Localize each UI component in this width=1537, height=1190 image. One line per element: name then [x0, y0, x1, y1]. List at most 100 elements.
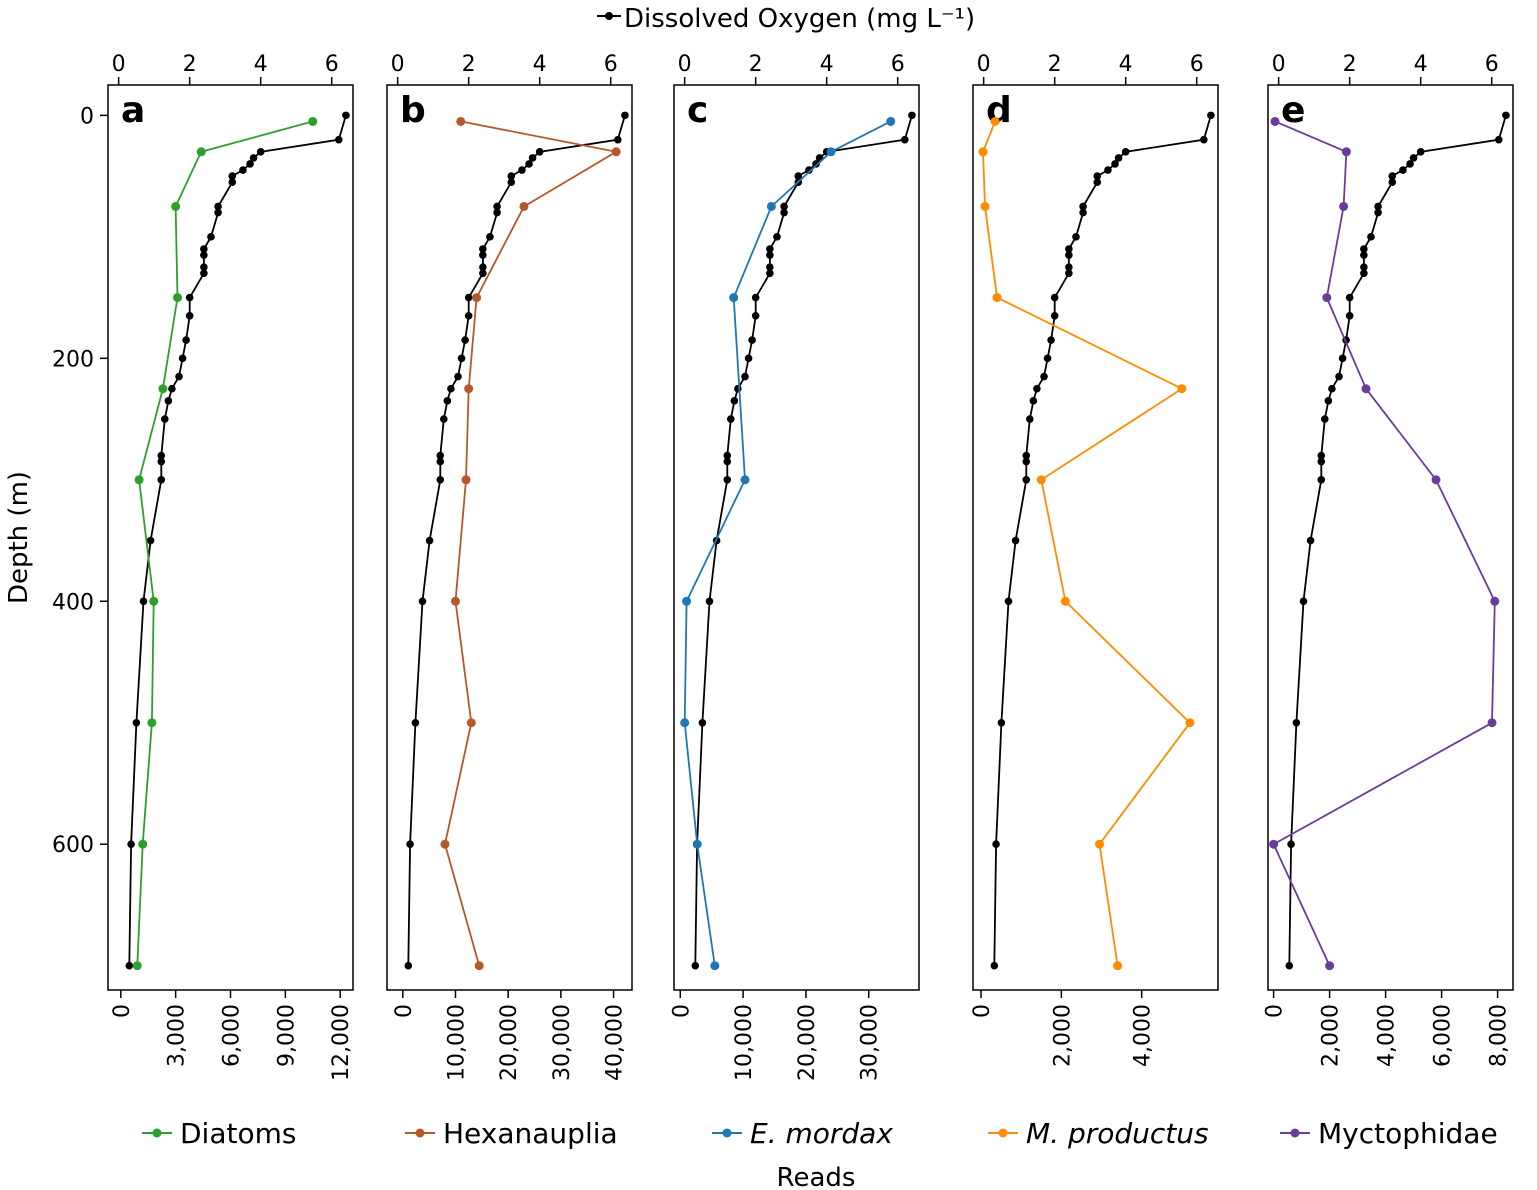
reads-tick-label: 40,000: [603, 1004, 628, 1081]
reads-tick-label: 10,000: [444, 1004, 469, 1081]
oxygen-point: [436, 475, 445, 484]
oxygen-tick-label: 0: [678, 52, 692, 77]
legend-item-b: Hexanauplia: [405, 1117, 618, 1150]
reads-tick-label: 4,000: [1375, 1004, 1400, 1067]
oxygen-point: [185, 293, 194, 302]
oxygen-point: [493, 202, 501, 211]
legend-label: M. productus: [1026, 1117, 1209, 1150]
reads-point: [1361, 384, 1371, 394]
reads-tick-label: 4,000: [1131, 1004, 1156, 1067]
reads-point: [826, 147, 836, 157]
reads-line-a: [136, 120, 314, 966]
reads-tick-label: 2,000: [1050, 1004, 1075, 1067]
oxygen-point: [207, 233, 215, 241]
oxygen-tick-label: 4: [1119, 52, 1133, 77]
oxygen-point: [1040, 372, 1048, 381]
legend-marker: [998, 1128, 1008, 1138]
reads-point: [196, 147, 206, 157]
reads-point: [1339, 201, 1349, 211]
oxygen-point: [200, 269, 208, 278]
reads-point: [1177, 384, 1187, 394]
oxygen-point: [1345, 293, 1354, 302]
panel-a: a 0 2 4 6 0 3,000 6,000 9,000 12,000: [107, 52, 354, 1081]
legend-item-e: Myctophidae: [1280, 1117, 1498, 1150]
oxygen-point: [404, 961, 413, 970]
oxygen-point: [440, 415, 448, 423]
oxygen-line: [128, 115, 347, 966]
reads-tick-label: 8,000: [1487, 1004, 1512, 1067]
oxygen-point: [1328, 384, 1336, 393]
oxygen-point: [342, 111, 350, 120]
oxygen-point: [1050, 312, 1059, 320]
oxygen-point: [486, 233, 494, 241]
oxygen-point: [249, 154, 258, 162]
oxygen-point: [182, 336, 190, 344]
oxygen-point: [161, 415, 169, 423]
oxygen-point: [1065, 269, 1073, 278]
oxygen-point: [908, 111, 916, 120]
oxygen-point: [741, 372, 749, 381]
reads-point: [1487, 718, 1497, 728]
oxygen-point: [493, 208, 501, 217]
oxygen-tick-label: 6: [891, 52, 905, 77]
oxygen-point: [1406, 160, 1414, 168]
oxygen-tick-label: 6: [325, 52, 339, 77]
legend-item-d: M. productus: [988, 1117, 1209, 1150]
reads-tick-label: 30,000: [550, 1004, 575, 1081]
panel-c: c 0 2 4 6 0 10,000 20,000 30,000: [669, 52, 920, 1081]
oxygen-point: [436, 457, 445, 466]
y-axis-title: Depth (m): [4, 471, 34, 604]
oxygen-line: [993, 115, 1212, 966]
reads-point: [692, 839, 702, 849]
legend-item-a: Diatoms: [142, 1117, 296, 1150]
oxygen-point: [1065, 245, 1073, 253]
oxygen-point: [691, 961, 700, 970]
reads-tick-label: 9,000: [274, 1004, 299, 1067]
legend-marker: [415, 1128, 425, 1138]
reads-point: [611, 147, 621, 157]
oxygen-point: [185, 312, 194, 320]
oxygen-tick-label: 4: [254, 52, 268, 77]
oxygen-point: [723, 457, 732, 466]
panel-b-frame: [386, 84, 633, 991]
oxygen-point: [127, 840, 135, 849]
oxygen-line: [694, 115, 913, 966]
panel-d-frame: [972, 84, 1219, 991]
oxygen-point: [246, 160, 254, 168]
reads-point: [992, 293, 1002, 303]
oxygen-tick-label: 0: [391, 52, 405, 77]
oxygen-point: [748, 336, 756, 344]
oxygen-point: [525, 160, 533, 168]
oxygen-point: [447, 384, 455, 393]
oxygen-tick-label: 2: [183, 52, 197, 77]
oxygen-point: [751, 293, 760, 302]
oxygen-point: [457, 354, 466, 363]
oxygen-tick-label: 0: [112, 52, 126, 77]
legend-marker: [152, 1128, 162, 1138]
reads-point: [740, 475, 750, 485]
reads-point: [729, 293, 739, 303]
oxygen-point: [1292, 718, 1301, 727]
oxygen-point: [125, 961, 134, 970]
oxygen-point: [1317, 457, 1326, 466]
oxygen-point: [1374, 202, 1382, 211]
reads-tick-label: 30,000: [858, 1004, 883, 1081]
oxygen-tick-label: 4: [1414, 52, 1428, 77]
oxygen-point: [1065, 263, 1073, 272]
oxygen-point: [780, 202, 788, 211]
reads-point: [1325, 961, 1335, 971]
legend-label: Hexanauplia: [443, 1117, 618, 1150]
oxygen-point: [1121, 148, 1130, 156]
oxygen-point: [454, 372, 462, 381]
oxygen-point: [418, 597, 427, 606]
reads-point: [980, 201, 990, 211]
reads-point: [1270, 116, 1280, 126]
reads-point: [519, 201, 529, 211]
oxygen-point: [698, 718, 707, 727]
oxygen-point: [812, 160, 820, 168]
y-tick-label: 0: [80, 104, 94, 129]
oxygen-point: [157, 451, 166, 460]
legend-label: Myctophidae: [1318, 1117, 1498, 1150]
reads-point: [134, 475, 144, 485]
oxygen-point: [1029, 397, 1038, 405]
